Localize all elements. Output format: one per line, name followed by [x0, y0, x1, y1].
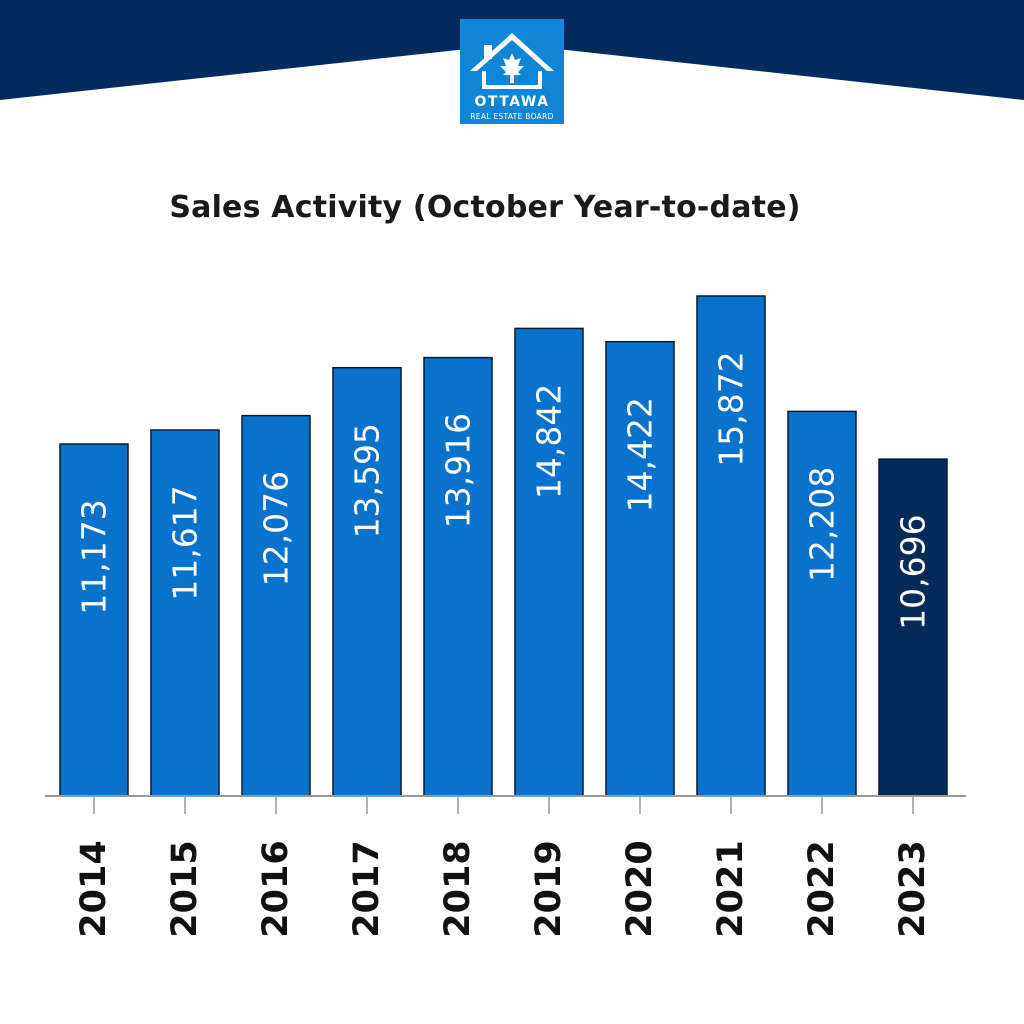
chart-title: Sales Activity (October Year-to-date) — [169, 190, 801, 225]
bar-2021 — [696, 295, 766, 797]
bar-value-label-2016: 12,076 — [257, 471, 296, 586]
bar-value-label-2015: 11,617 — [166, 485, 205, 600]
bar-2015 — [150, 429, 220, 797]
logo-subtitle-text: REAL ESTATE BOARD — [470, 112, 553, 121]
x-tick-label-2023: 2023 — [893, 840, 933, 937]
x-tick-label-2022: 2022 — [802, 840, 842, 937]
chimney-icon — [484, 45, 492, 59]
bar-2019 — [514, 327, 584, 797]
ottawa-real-estate-board-logo: OTTAWA REAL ESTATE BOARD — [460, 19, 564, 124]
bar-2020 — [605, 340, 675, 797]
bar-2022 — [787, 410, 857, 797]
bar-value-label-2017: 13,595 — [348, 423, 387, 538]
logo-graphic: OTTAWA REAL ESTATE BOARD — [460, 19, 564, 124]
bar-value-label-2021: 15,872 — [712, 351, 751, 466]
bar-value-label-2019: 14,842 — [530, 384, 569, 499]
bar-value-label-2023: 10,696 — [894, 514, 933, 629]
x-tick-label-2017: 2017 — [347, 840, 387, 937]
x-tick-label-2016: 2016 — [256, 840, 296, 937]
bar-value-label-2018: 13,916 — [439, 413, 478, 528]
house-walls-icon — [482, 71, 542, 89]
bar-value-label-2022: 12,208 — [803, 467, 842, 582]
bar-value-label-2020: 14,422 — [621, 397, 660, 512]
x-tick-label-2015: 2015 — [165, 840, 205, 937]
bar-2014 — [59, 443, 129, 797]
house-roof-icon — [470, 33, 554, 71]
x-tick-label-2018: 2018 — [438, 840, 478, 937]
x-tick-label-2019: 2019 — [529, 840, 569, 937]
bar-2017 — [332, 366, 402, 797]
logo-name-text: OTTAWA — [474, 94, 549, 110]
header-band — [0, 0, 1024, 100]
maple-leaf-icon — [500, 53, 524, 83]
bar-value-label-2014: 11,173 — [75, 499, 114, 614]
bar-2018 — [423, 356, 493, 797]
header-band-shape — [0, 0, 1024, 100]
x-tick-label-2021: 2021 — [711, 840, 751, 937]
bar-2023 — [878, 458, 948, 797]
x-tick-label-2020: 2020 — [620, 840, 660, 937]
bar-2016 — [241, 414, 311, 797]
x-tick-label-2014: 2014 — [74, 840, 114, 937]
